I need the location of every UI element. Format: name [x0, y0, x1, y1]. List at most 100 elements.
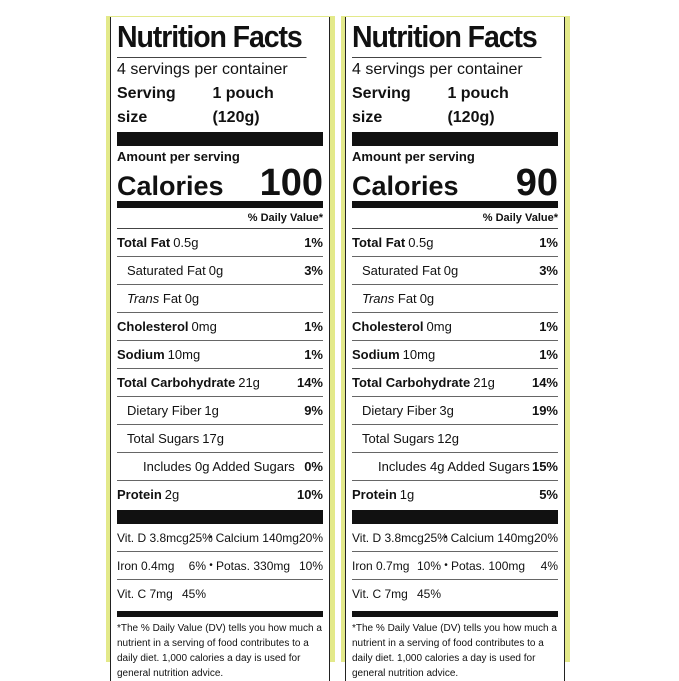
nutrient-dv: 19% — [531, 403, 558, 418]
nutrient-amount: 10mg — [402, 347, 436, 362]
nutrient-name: Total Carbohydrate — [352, 375, 471, 390]
nutrient-name-prefix: Trans — [362, 291, 395, 306]
thick-divider — [117, 510, 323, 524]
nutrient-row-added-sugars: Includes 0g Added Sugars 0% — [117, 453, 323, 481]
amount-per-serving: Amount per serving — [117, 149, 240, 164]
nutrient-amount: 3g — [439, 403, 454, 418]
medium-divider — [352, 201, 558, 208]
nutrient-row-total-fat: Total Fat 0.5g 1% — [117, 229, 323, 257]
vitamin-name: Vit. C 7mg — [352, 586, 408, 601]
calories-value: 100 — [259, 162, 323, 204]
vitamin-name: Iron 0.7mg — [352, 558, 410, 573]
nutrient-dv: 5% — [539, 487, 558, 502]
calories-label: Calories — [352, 171, 459, 201]
vitamin-dv: 10% — [298, 558, 323, 573]
nutrient-name: Sodium — [117, 347, 165, 362]
vitamin-row: Iron 0.7mg 10% • Potas. 100mg 4% — [352, 552, 558, 580]
label-title: Nutrition Facts — [117, 17, 307, 58]
medium-divider — [117, 201, 323, 208]
nutrient-name: Cholesterol — [117, 319, 189, 334]
nutrient-name: Fat — [397, 291, 417, 306]
amount-per-serving: Amount per serving — [352, 149, 475, 164]
nutrient-name: Sodium — [352, 347, 400, 362]
nutrient-name: Dietary Fiber — [362, 403, 437, 418]
nutrition-label-1: Nutrition Facts 4 servings per container… — [110, 17, 330, 681]
nutrient-name: Cholesterol — [352, 319, 424, 334]
nutrient-name: Total Sugars — [362, 431, 435, 446]
nutrient-name: Saturated Fat — [127, 263, 206, 278]
nutrient-amount: 2g — [164, 487, 180, 502]
nutrient-row-dietary-fiber: Dietary Fiber 1g 9% — [117, 397, 323, 425]
nutrient-row-sodium: Sodium 10mg 1% — [117, 341, 323, 369]
serving-size-value: 1 pouch (120g) — [447, 85, 509, 126]
footnote-divider — [352, 611, 558, 617]
nutrient-row-total-fat: Total Fat 0.5g 1% — [352, 229, 558, 257]
nutrient-amount: 0g — [443, 263, 459, 278]
servings-per-container: 4 servings per container — [117, 61, 288, 78]
vitamin-name: Iron 0.4mg — [117, 558, 175, 573]
nutrient-dv: 9% — [304, 403, 323, 418]
footnote-divider — [117, 611, 323, 617]
vitamin-dv: 25% — [188, 530, 213, 545]
vitamin-row: Vit. C 7mg 45% — [117, 580, 323, 607]
nutrient-amount: 1g — [204, 403, 219, 418]
nutrient-dv: 14% — [296, 375, 323, 390]
daily-value-header: % Daily Value* — [352, 208, 558, 229]
servings-per-container: 4 servings per container — [352, 61, 523, 78]
bullet-separator: • — [444, 532, 448, 543]
label-title: Nutrition Facts — [352, 17, 542, 58]
thick-divider — [117, 132, 323, 146]
nutrition-label-2: Nutrition Facts 4 servings per container… — [345, 17, 565, 681]
nutrient-row-cholesterol: Cholesterol 0mg 1% — [117, 313, 323, 341]
nutrient-name: Protein — [117, 487, 162, 502]
nutrient-amount: 0g — [419, 291, 435, 306]
nutrient-dv: 3% — [304, 263, 323, 278]
vitamin-name: Potas. 330mg — [216, 558, 291, 573]
vitamin-name: Vit. D 3.8mcg — [352, 530, 424, 545]
nutrient-name: Total Fat — [117, 235, 171, 250]
nutrient-name: Saturated Fat — [362, 263, 441, 278]
nutrient-dv: 1% — [539, 347, 558, 362]
nutrient-amount: 21g — [473, 375, 495, 390]
serving-size: Serving size 1 pouch (120g) — [117, 82, 323, 130]
vitamin-dv: 4% — [540, 558, 558, 573]
nutrient-dv: 1% — [304, 319, 323, 334]
nutrient-row-trans-fat: Trans Fat 0g — [117, 285, 323, 313]
bullet-separator: • — [209, 532, 213, 543]
nutrient-dv: 1% — [304, 347, 323, 362]
nutrient-name: Total Fat — [352, 235, 406, 250]
calories-label: Calories — [117, 171, 224, 201]
nutrient-row-added-sugars: Includes 4g Added Sugars 15% — [352, 453, 558, 481]
nutrient-dv: 3% — [539, 263, 558, 278]
vitamin-name: Vit. C 7mg — [117, 586, 173, 601]
nutrient-row-total-sugars: Total Sugars 12g — [352, 425, 558, 453]
serving-size-label: Serving size — [117, 85, 176, 126]
vitamin-row: Vit. D 3.8mcg 25% • Calcium 140mg 20% — [117, 524, 323, 552]
calories-value: 90 — [515, 162, 558, 204]
nutrient-row-trans-fat: Trans Fat 0g — [352, 285, 558, 313]
calories-row: Calories 90 — [352, 162, 558, 204]
nutrient-name: Dietary Fiber — [127, 403, 202, 418]
nutrient-dv: 1% — [304, 235, 323, 250]
nutrient-row-saturated-fat: Saturated Fat 0g 3% — [117, 257, 323, 285]
thick-divider — [352, 132, 558, 146]
vitamin-dv: 10% — [416, 558, 441, 573]
nutrient-amount: 0.5g — [173, 235, 199, 250]
vitamin-dv: 25% — [423, 530, 448, 545]
nutrient-amount: 0.5g — [408, 235, 434, 250]
nutrient-dv: 0% — [304, 459, 323, 474]
vitamin-row: Iron 0.4mg 6% • Potas. 330mg 10% — [117, 552, 323, 580]
nutrient-amount: 0g — [208, 263, 224, 278]
nutrient-row-protein: Protein 1g 5% — [352, 481, 558, 508]
thick-divider — [352, 510, 558, 524]
vitamin-dv: 20% — [533, 530, 558, 545]
vitamin-dv: 20% — [298, 530, 323, 545]
serving-size: Serving size 1 pouch (120g) — [352, 82, 558, 130]
nutrient-row-protein: Protein 2g 10% — [117, 481, 323, 508]
nutrient-dv: 14% — [531, 375, 558, 390]
nutrient-name-prefix: Trans — [127, 291, 160, 306]
vitamin-name: Vit. D 3.8mcg — [117, 530, 189, 545]
nutrient-amount: 0mg — [191, 319, 217, 334]
nutrient-name: Total Carbohydrate — [117, 375, 236, 390]
vitamin-name: Potas. 100mg — [451, 558, 526, 573]
